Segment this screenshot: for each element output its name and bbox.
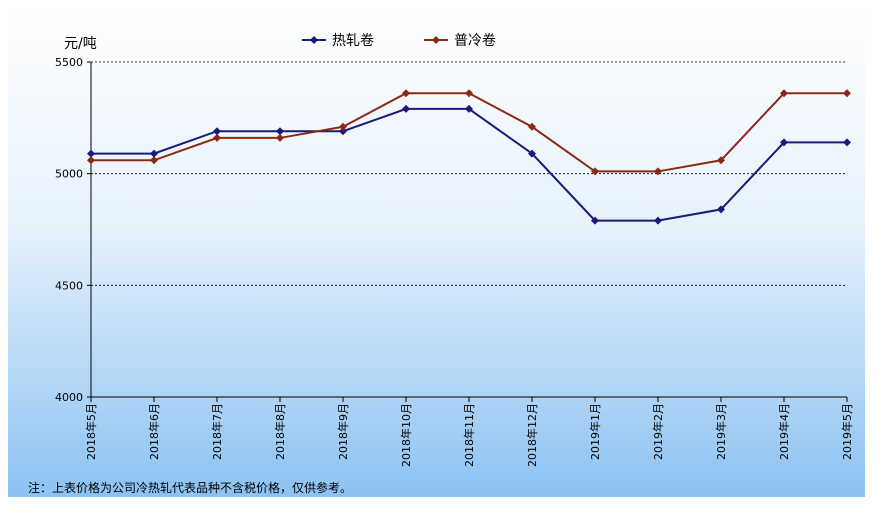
data-point-1 <box>339 127 347 136</box>
y-tick-label: 5500 <box>55 56 83 69</box>
data-point-2 <box>465 89 473 98</box>
chart-background <box>8 8 865 497</box>
legend-label: 普冷卷 <box>454 33 496 49</box>
x-tick-label: 2018年9月 <box>336 403 350 460</box>
grid-layer <box>91 61 847 286</box>
data-point-2 <box>780 89 788 98</box>
x-tick-label: 2018年10月 <box>399 403 413 467</box>
data-point-2 <box>402 89 410 98</box>
data-point-2 <box>528 122 536 131</box>
axis-layer: 4000 4500 5000 5500 2018年5月 2018年6月 2018年7月 201… <box>55 56 854 467</box>
data-point-1 <box>465 104 473 113</box>
data-point-2 <box>87 156 95 165</box>
x-tick-label: 2019年4月 <box>777 403 791 460</box>
data-point-1 <box>276 127 284 136</box>
x-tick-label: 2019年5月 <box>840 403 854 460</box>
data-point-2 <box>843 89 851 98</box>
data-point-1 <box>150 149 158 158</box>
x-tick-label: 2018年7月 <box>210 403 224 460</box>
x-tick-label: 2018年5月 <box>84 403 98 460</box>
x-tick-label: 2018年8月 <box>273 403 287 460</box>
x-tick-label: 2019年3月 <box>714 403 728 460</box>
data-point-2 <box>717 156 725 165</box>
data-point-1 <box>843 138 851 147</box>
data-point-1 <box>717 205 725 214</box>
legend-marker <box>432 36 440 44</box>
data-point-2 <box>213 133 221 142</box>
x-tick-label: 2018年6月 <box>147 403 161 460</box>
data-point-2 <box>591 167 599 176</box>
data-point-2 <box>276 133 284 142</box>
legend-label: 热轧卷 <box>332 33 374 49</box>
legend: 热轧卷 普冷卷 <box>302 33 496 49</box>
y-tick-label: 4000 <box>55 391 83 404</box>
x-tick-label: 2018年11月 <box>462 403 476 467</box>
data-point-2 <box>339 122 347 131</box>
data-point-1 <box>213 127 221 136</box>
legend-marker <box>310 36 318 44</box>
chart-note: 注：上表价格为公司冷热轧代表品种不含税价格，仅供参考。 <box>28 480 352 495</box>
data-point-1 <box>402 104 410 113</box>
data-point-1 <box>87 149 95 158</box>
data-point-1 <box>780 138 788 147</box>
data-point-1 <box>528 149 536 158</box>
series-layer <box>87 89 851 225</box>
x-tick-label: 2018年12月 <box>525 403 539 467</box>
y-tick-label: 4500 <box>55 279 83 292</box>
y-axis-unit-label: 元/吨 <box>64 36 97 52</box>
data-point-1 <box>654 216 662 225</box>
data-point-1 <box>591 216 599 225</box>
x-tick-label: 2019年2月 <box>651 403 665 460</box>
data-point-2 <box>150 156 158 165</box>
data-point-2 <box>654 167 662 176</box>
x-tick-label: 2019年1月 <box>588 403 602 460</box>
y-tick-label: 5000 <box>55 168 83 181</box>
